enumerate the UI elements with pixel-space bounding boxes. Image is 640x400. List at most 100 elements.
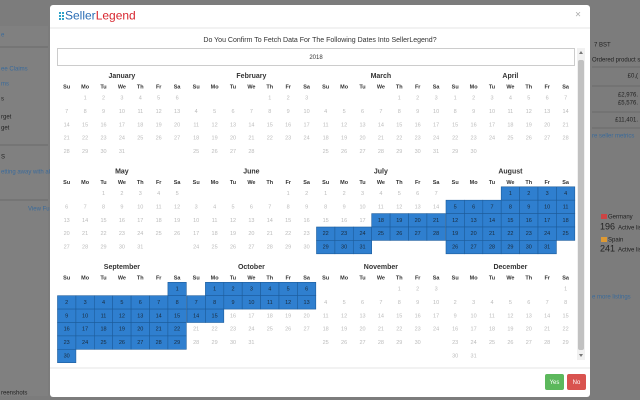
day-number: 12 [396, 204, 402, 210]
weekday: Th [396, 84, 403, 90]
weekday: Tu [359, 84, 365, 90]
day-number: 17 [304, 122, 310, 128]
flag [601, 237, 607, 242]
weekday: Sa [433, 180, 441, 186]
day-number: 4 [324, 109, 327, 115]
year-box[interactable] [57, 48, 575, 66]
selected-day-number: 16 [64, 327, 70, 333]
day-number: 13 [359, 122, 365, 128]
day-number: 5 [343, 109, 346, 115]
selected-day-number: 12 [452, 218, 458, 224]
day-number: 25 [507, 136, 513, 142]
day-number: 7 [379, 109, 382, 115]
day-number: 19 [341, 136, 347, 142]
day-number: 18 [267, 313, 273, 319]
weekday: We [247, 180, 255, 186]
selected-day-number: 5 [454, 204, 457, 210]
day-number: 5 [213, 109, 216, 115]
selected-day-number: 4 [564, 191, 567, 197]
weekday: Tu [100, 84, 106, 90]
close-button[interactable]: × [575, 10, 581, 21]
weekday: Tu [230, 84, 236, 90]
day-number: 3 [435, 286, 438, 292]
day-number: 5 [231, 204, 234, 210]
selected-day-number: 23 [64, 340, 70, 346]
selected-day-number: 31 [544, 245, 550, 251]
selected-day-number: 20 [415, 218, 421, 224]
background-text: £2,976. [618, 93, 638, 99]
no-button[interactable] [567, 374, 586, 390]
weekday: Mo [211, 275, 220, 281]
day-number: 30 [304, 245, 310, 251]
day-number: 25 [137, 136, 143, 142]
day-number: 25 [323, 340, 329, 346]
selected-day-number: 28 [156, 340, 162, 346]
selected-day-number: 10 [544, 204, 550, 210]
day-number: 28 [378, 149, 384, 155]
background-text: 7 BST [594, 43, 611, 49]
selected-day-number: 16 [526, 218, 532, 224]
month-name: April [502, 73, 518, 80]
day-number: 22 [285, 231, 291, 237]
selected-day-number: 2 [527, 191, 530, 197]
selected-day-number: 17 [82, 327, 88, 333]
weekday: Su [452, 84, 459, 90]
day-number: 29 [452, 149, 458, 155]
selected-day-number: 23 [341, 231, 347, 237]
day-number: 22 [267, 136, 273, 142]
day-number: 28 [248, 149, 254, 155]
selected-day-number: 22 [323, 231, 329, 237]
day-number: 3 [472, 300, 475, 306]
background-text: £0,( [628, 74, 638, 80]
selected-day-number: 20 [471, 231, 477, 237]
weekday: We [506, 84, 514, 90]
selected-day-number: 10 [248, 300, 254, 306]
selected-day-number: 19 [119, 327, 125, 333]
selected-day [426, 226, 446, 241]
selected-day-number: 3 [84, 300, 87, 306]
month-name: November [364, 264, 399, 271]
selected-day-number: 30 [64, 353, 70, 359]
background-text: View Fu [28, 207, 50, 213]
no-label[interactable]: No [573, 380, 581, 386]
day-number: 26 [341, 340, 347, 346]
weekday: We [118, 84, 126, 90]
month-name: September [104, 264, 140, 271]
day-number: 21 [64, 136, 70, 142]
day-number: 24 [433, 327, 439, 333]
yes-label[interactable]: Yes [550, 380, 560, 386]
day-number: 13 [174, 109, 180, 115]
day-number: 3 [195, 204, 198, 210]
day-number: 8 [84, 109, 87, 115]
day-number: 23 [119, 231, 125, 237]
day-number: 9 [472, 109, 475, 115]
day-number: 5 [509, 300, 512, 306]
selected-day-number: 4 [268, 286, 271, 292]
selected-day-number: 6 [305, 286, 308, 292]
day-number: 8 [398, 109, 401, 115]
selected-day-number: 26 [452, 245, 458, 251]
day-number: 2 [287, 95, 290, 101]
day-number: 19 [341, 327, 347, 333]
day-number: 21 [267, 231, 273, 237]
yes-button[interactable] [545, 374, 564, 390]
day-number: 18 [193, 136, 199, 142]
logo-icon [59, 12, 64, 20]
day-number: 19 [285, 313, 291, 319]
day-number: 2 [343, 191, 346, 197]
month-name: June [243, 168, 259, 175]
selected-day-number: 14 [156, 313, 162, 319]
day-number: 14 [64, 122, 70, 128]
selected-day-number: 25 [378, 231, 384, 237]
day-number: 18 [212, 231, 218, 237]
day-number: 15 [323, 218, 329, 224]
month-name: August [498, 168, 523, 175]
day-number: 27 [526, 340, 532, 346]
day-number: 19 [230, 231, 236, 237]
weekday: Sa [433, 84, 441, 90]
scrollbar-thumb[interactable] [578, 60, 584, 350]
day-number: 3 [305, 95, 308, 101]
day-number: 17 [193, 231, 199, 237]
day-number: 23 [415, 136, 421, 142]
